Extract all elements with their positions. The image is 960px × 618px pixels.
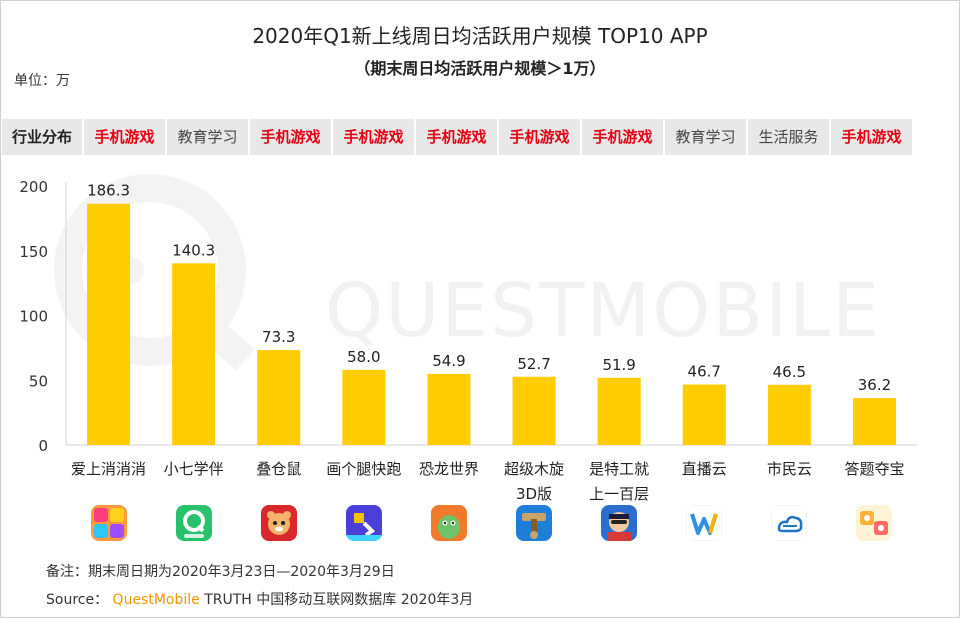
- unit-label: 单位：万: [14, 73, 70, 89]
- industry-cell: 教育学习: [665, 119, 746, 155]
- data-label: 46.5: [773, 363, 806, 381]
- industry-row: 行业分布 手机游戏 教育学习 手机游戏 手机游戏 手机游戏 手机游戏 手机游戏 …: [2, 119, 914, 155]
- w-letter-icon: [686, 505, 723, 541]
- industry-cell: 手机游戏: [416, 119, 497, 155]
- industry-cell: 手机游戏: [84, 119, 165, 155]
- industry-cell: 手机游戏: [831, 119, 912, 155]
- y-tick-label: 0: [38, 437, 48, 455]
- x-tick-label: 市民云: [767, 460, 812, 478]
- x-tick-label: 答题夺宝: [844, 460, 904, 478]
- app-icon-row: [0, 505, 960, 550]
- bar: [427, 373, 471, 445]
- data-label: 54.9: [432, 352, 465, 370]
- x-tick-label: 是特工就: [589, 460, 649, 478]
- hamster-icon: [260, 505, 297, 541]
- bar: [852, 398, 896, 445]
- bar: [172, 263, 216, 445]
- x-tick-label: 爱上消消消: [71, 460, 146, 478]
- bar: [682, 384, 726, 445]
- quiz-treasure-icon: [856, 505, 893, 541]
- data-label: 58.0: [347, 348, 380, 366]
- source-text: TRUTH 中国移动互联网数据库 2020年3月: [204, 592, 474, 608]
- bar: [767, 384, 811, 445]
- x-tick-label: 直播云: [682, 460, 727, 478]
- y-tick-label: 150: [19, 243, 48, 261]
- source-brand: QuestMobile: [112, 592, 200, 608]
- bar: [87, 203, 131, 445]
- data-label: 140.3: [172, 241, 215, 259]
- x-tick-label: 超级木旋: [504, 460, 564, 478]
- data-label: 186.3: [87, 182, 130, 200]
- puzzle-game-icon: [90, 505, 127, 541]
- data-label: 73.3: [262, 328, 295, 346]
- bar: [597, 377, 641, 445]
- bar-chart: 0 50 100 150 200 186.3 爱上消消消 140.3 小七学伴 73.3 叠仓鼠 58…: [19, 178, 917, 503]
- industry-cell: 手机游戏: [250, 119, 331, 155]
- chart-title: 2020年Q1新上线周日均活跃用户规模 TOP10 APP: [252, 24, 708, 48]
- data-label: 52.7: [517, 355, 550, 373]
- city-cloud-icon: [771, 505, 808, 541]
- industry-cell: 手机游戏: [582, 119, 663, 155]
- y-tick-label: 50: [29, 372, 48, 390]
- y-tick-label: 100: [19, 308, 48, 326]
- bar: [512, 376, 556, 445]
- x-tick-label: 小七学伴: [164, 460, 224, 478]
- x-tick-label: 画个腿快跑: [326, 460, 401, 478]
- wood-spin-icon: [516, 505, 553, 541]
- data-label: 51.9: [602, 356, 635, 374]
- x-tick-label: 叠仓鼠: [256, 460, 301, 478]
- industry-cell: 手机游戏: [499, 119, 580, 155]
- dinosaur-icon: [430, 505, 467, 541]
- source-line: Source： QuestMobile TRUTH 中国移动互联网数据库 202…: [46, 589, 473, 609]
- x-tick-label: 上一百层: [589, 485, 649, 503]
- bar: [342, 369, 386, 445]
- industry-cell: 手机游戏: [333, 119, 414, 155]
- chart-subtitle: （期末周日均活跃用户规模＞1万）: [354, 59, 606, 78]
- x-tick-label: 3D版: [516, 485, 552, 503]
- industry-cell: 教育学习: [167, 119, 248, 155]
- y-tick-label: 200: [19, 178, 48, 196]
- data-label: 36.2: [858, 376, 891, 394]
- data-label: 46.7: [688, 363, 721, 381]
- industry-cell: 生活服务: [748, 119, 829, 155]
- bar: [257, 350, 301, 445]
- x-tick-label: 恐龙世界: [419, 460, 479, 478]
- q-letter-icon: [175, 505, 212, 541]
- source-prefix: Source：: [46, 592, 109, 608]
- agent-icon: [601, 505, 638, 541]
- footnote: 备注：期末周日期为2020年3月23日—2020年3月29日: [46, 564, 395, 580]
- runner-legs-icon: [345, 505, 382, 541]
- industry-header: 行业分布: [2, 119, 82, 155]
